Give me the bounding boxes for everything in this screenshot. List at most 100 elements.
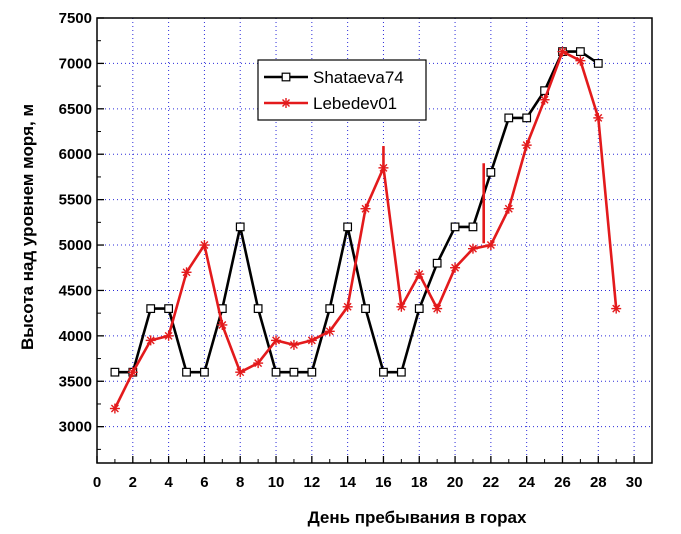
legend-label: Lebedev01 (313, 94, 397, 113)
asterisk-marker (521, 140, 532, 151)
asterisk-stroke (343, 302, 352, 311)
square-marker (361, 304, 370, 314)
asterisk-stroke (218, 320, 227, 329)
series-line (114, 50, 600, 374)
plot-frame (96, 17, 653, 464)
asterisk-stroke (164, 331, 173, 340)
asterisk-marker (611, 303, 622, 314)
asterisk-stroke (379, 163, 388, 172)
asterisk-marker (539, 94, 550, 105)
square-marker (281, 72, 291, 82)
square-marker (200, 367, 209, 377)
y-tick-label: 7000 (59, 55, 92, 72)
asterisk-stroke (594, 113, 603, 122)
asterisk-stroke (540, 95, 549, 104)
x-tick-label: 24 (518, 474, 535, 491)
square-marker (164, 304, 174, 314)
asterisk-marker (557, 46, 568, 57)
asterisk-stroke (146, 336, 155, 345)
square-marker (325, 304, 335, 314)
asterisk-marker (145, 335, 156, 346)
x-tick-label: 26 (554, 474, 571, 491)
y-tick-label: 4500 (59, 282, 92, 299)
asterisk-stroke (325, 327, 334, 336)
asterisk-marker (467, 243, 478, 254)
asterisk-stroke (576, 56, 585, 65)
series-lebedev01 (109, 46, 622, 414)
asterisk-stroke (433, 304, 442, 313)
x-tick-label: 4 (164, 474, 173, 491)
y-tick-label: 6000 (59, 146, 92, 163)
square-marker (593, 59, 603, 68)
x-tick-label: 12 (303, 474, 320, 491)
asterisk-marker (432, 303, 443, 314)
y-tick-label: 7500 (59, 10, 92, 27)
square-marker (396, 367, 406, 377)
square-marker (522, 113, 532, 123)
asterisk-marker (163, 330, 174, 341)
asterisk-marker (288, 339, 299, 350)
asterisk-stroke (200, 241, 209, 250)
x-tick-label: 28 (590, 474, 607, 491)
asterisk-stroke (282, 99, 290, 107)
square-marker (486, 167, 496, 177)
asterisk-stroke (522, 141, 531, 150)
asterisk-stroke (182, 268, 191, 277)
asterisk-marker (235, 367, 246, 378)
asterisk-stroke (289, 340, 298, 349)
y-tick-label: 4000 (59, 328, 92, 345)
asterisk-stroke (558, 47, 567, 56)
x-tick-label: 30 (626, 474, 643, 491)
asterisk-marker (396, 301, 407, 312)
asterisk-marker (217, 319, 228, 330)
y-tick-label: 5000 (59, 237, 92, 254)
legend: Shataeva74 Lebedev01 (257, 59, 427, 121)
x-tick-label: 6 (200, 474, 208, 491)
x-tick-label: 20 (447, 474, 464, 491)
asterisk-marker (342, 301, 353, 312)
asterisk-marker (281, 98, 291, 108)
asterisk-marker (450, 262, 461, 273)
x-tick-label: 10 (268, 474, 285, 491)
square-marker (468, 222, 478, 232)
asterisk-stroke (272, 336, 281, 345)
x-tick-label: 0 (93, 474, 101, 491)
asterisk-marker (271, 335, 282, 346)
y-tick-label: 5500 (59, 192, 92, 209)
asterisk-marker (414, 269, 425, 280)
asterisk-stroke (307, 336, 316, 345)
square-marker (432, 258, 442, 268)
asterisk-marker (127, 367, 138, 378)
x-tick-label: 2 (129, 474, 137, 491)
asterisk-stroke (397, 302, 406, 311)
legend-label: Shataeva74 (313, 68, 404, 87)
x-tick-label: 8 (236, 474, 244, 491)
asterisk-stroke (254, 359, 263, 368)
x-tick-label: 16 (375, 474, 392, 491)
axes: 0 2 4 6 8 10 12 14 16 18 20 22 24 26 28 303000350040004… (59, 10, 653, 491)
square-marker (414, 304, 424, 314)
asterisk-marker (575, 55, 586, 66)
square-marker (182, 367, 191, 377)
asterisk-marker (109, 403, 120, 414)
square-marker (110, 367, 120, 377)
asterisk-stroke (128, 368, 137, 377)
x-axis-title: День пребывания в горах (308, 508, 527, 527)
square-marker (575, 47, 585, 57)
y-tick-label: 3500 (59, 373, 92, 390)
square-marker (450, 222, 460, 232)
y-tick-label: 3000 (59, 419, 92, 436)
asterisk-marker (306, 335, 317, 346)
asterisk-stroke (486, 241, 495, 250)
y-tick-label: 6500 (59, 101, 92, 118)
series-layer (109, 46, 622, 414)
square-marker (146, 304, 156, 314)
asterisk-stroke (361, 204, 370, 213)
legend-entry-lebedev01: Lebedev01 (264, 94, 397, 113)
x-tick-label: 18 (411, 474, 428, 491)
square-marker (253, 304, 263, 314)
asterisk-marker (503, 203, 514, 214)
asterisk-marker (181, 267, 192, 278)
